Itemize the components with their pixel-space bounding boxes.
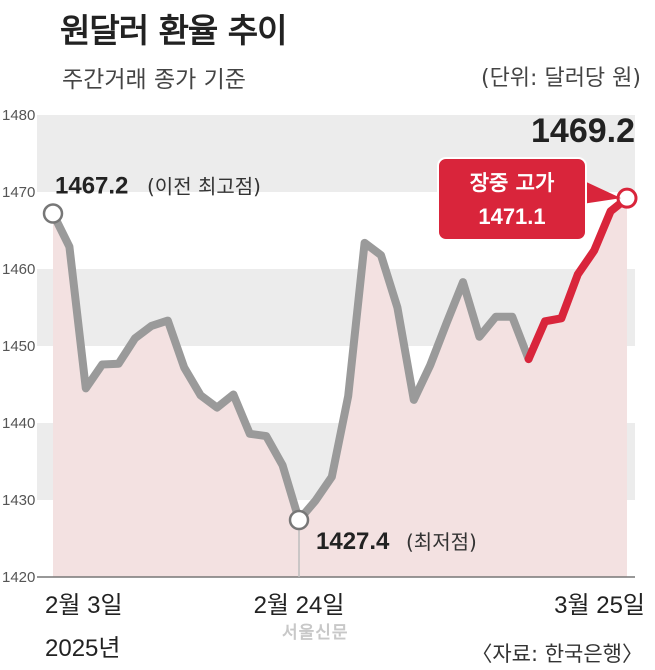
y-tick-label: 1450: [2, 338, 35, 355]
x-year-label: 2025년: [45, 635, 120, 662]
data-point-marker: [42, 203, 64, 224]
annotation-text: (최저점): [406, 530, 477, 554]
highlight-series-line: [524, 194, 631, 364]
last-value-label: 1469.2: [531, 112, 635, 150]
source-label: 〈자료: 한국은행〉: [471, 642, 643, 666]
chart-subtitle: 주간거래 종가 기준: [62, 67, 246, 93]
badge-value: 1471.1: [478, 204, 545, 229]
annotation-value: 1427.4: [316, 528, 390, 555]
main-series-line: [49, 209, 533, 525]
y-tick-label: 1460: [2, 261, 35, 278]
x-tick-label: 3월 25일: [554, 592, 645, 619]
data-point-marker: [288, 509, 310, 531]
y-tick-label: 1420: [2, 569, 35, 586]
point-markers: [42, 187, 638, 531]
y-tick-label: 1440: [2, 415, 35, 432]
badge-label: 장중 고가: [470, 171, 555, 195]
y-tick-label: 1430: [2, 492, 35, 509]
y-tick-label: 1470: [2, 184, 35, 201]
annotations: 1467.2 (이전 최고점) 1427.4 (최저점) 1469.2 장중 고가 1471…: [55, 112, 635, 555]
chart-title: 원달러 환율 추이: [60, 11, 287, 50]
annotation-text: (이전 최고점): [147, 175, 261, 199]
badge-pointer: [582, 180, 621, 204]
watermark: 서울신문: [282, 623, 349, 643]
unit-label: (단위: 달러당 원): [480, 66, 641, 91]
intraday-high-badge: [437, 157, 587, 241]
y-axis-labels: 1420 1430 1440 1450 1460 1470 1480: [2, 107, 35, 586]
x-axis-labels: 2월 3일 2월 24일 3월 25일 2025년: [45, 592, 645, 662]
y-tick-label: 1480: [2, 107, 35, 124]
x-tick-label: 2월 24일: [254, 592, 345, 619]
annotation-value: 1467.2: [55, 173, 128, 200]
area-fill: [53, 198, 627, 577]
x-tick-label: 2월 3일: [45, 592, 123, 619]
